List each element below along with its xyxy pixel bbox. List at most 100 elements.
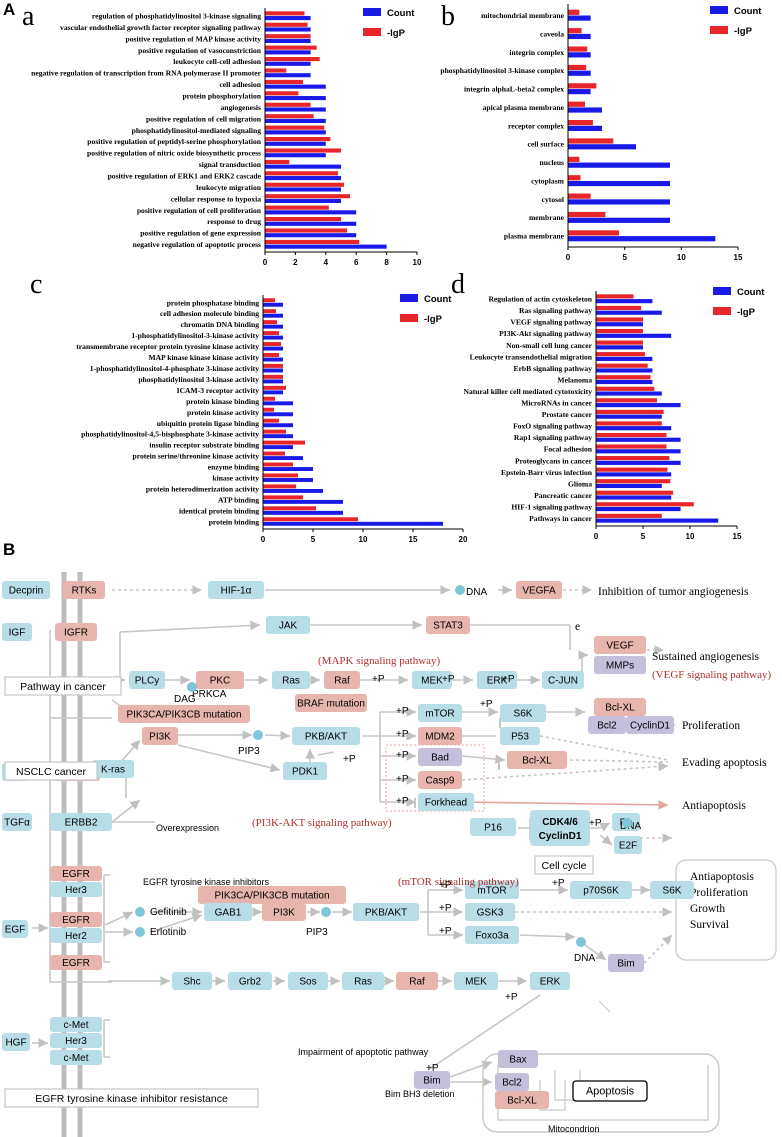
bar-count xyxy=(265,164,341,169)
node-label-e2f: E2F xyxy=(619,841,637,852)
node-erbb2: ERBB2 xyxy=(50,813,112,831)
node-her3a: Her3 xyxy=(50,882,102,897)
category-label: enzyme binding xyxy=(208,463,259,472)
node-igfr: IGFR xyxy=(55,623,97,641)
node-label-bad: Bad xyxy=(431,753,449,764)
bar-count xyxy=(263,379,283,384)
node-label-shc: Shc xyxy=(183,977,200,988)
node-ras1: Ras xyxy=(272,671,310,689)
category-label: apical plasma membrane xyxy=(483,103,565,112)
bar-lgp xyxy=(596,352,645,357)
category-label: ICAM-3 receptor activity xyxy=(177,386,260,395)
label-e: e xyxy=(575,621,580,633)
x-tick-label: 4 xyxy=(324,258,329,267)
legend-count: Count xyxy=(424,294,452,305)
bar-count xyxy=(568,217,670,223)
plus-p: +P xyxy=(343,754,356,765)
node-s6k2: S6K xyxy=(650,881,694,899)
bar-lgp xyxy=(263,462,293,467)
node-box-ras2 xyxy=(342,972,384,990)
bar-count xyxy=(596,299,653,304)
bar-count xyxy=(263,390,283,395)
bar-lgp xyxy=(263,517,358,522)
node-box-mtor1 xyxy=(418,704,462,722)
category-label: positive regulation of gene expression xyxy=(140,229,262,238)
legend-lgp: -lgP xyxy=(734,26,753,37)
bar-count xyxy=(568,33,591,40)
bar-count xyxy=(568,144,636,150)
node-rtks: RTKs xyxy=(63,581,105,599)
node-pik3ca1: PIK3CA/PIK3CB mutation xyxy=(118,705,250,723)
node-box-igf xyxy=(2,623,32,641)
node-pdk1: PDK1 xyxy=(283,762,327,780)
box-nsclc: NSCLC cancer xyxy=(4,761,98,781)
node-box-plcy xyxy=(129,671,165,689)
node-box-decprin xyxy=(2,581,50,599)
node-box-p70s6k xyxy=(570,881,632,899)
node-label-mdm2: MDM2 xyxy=(425,732,455,743)
node-box-gab1 xyxy=(204,903,252,921)
category-label: membrane xyxy=(529,213,565,222)
category-label: cell adhesion xyxy=(219,80,261,89)
node-label-erk2: ERK xyxy=(540,977,561,988)
box-cell_cycle: Cell cycle xyxy=(534,855,594,875)
node-label-rtks: RTKs xyxy=(72,586,97,597)
category-label: phosphatidylinositol-mediated signaling xyxy=(132,126,262,135)
plus-p: +P xyxy=(505,992,518,1003)
bar-count xyxy=(596,426,672,431)
category-label: FoxO signaling pathway xyxy=(513,422,592,431)
node-label-braf: BRAF mutation xyxy=(297,699,365,710)
node-grb2: Grb2 xyxy=(228,972,272,990)
plus-p: +P xyxy=(589,818,602,829)
category-label: kinase activity xyxy=(212,474,259,483)
node-label-forkhead: Forkhead xyxy=(425,798,467,809)
node-label-bclxl2: Bcl-XL xyxy=(522,756,552,767)
plus-p-labels: +P +P +P +P +P +P +P +P +P +P +P +P +P +P +P +P +P xyxy=(343,674,602,1074)
bar-count xyxy=(596,333,672,338)
node-decprin: Decprin xyxy=(2,581,50,599)
node-label-s6k1: S6K xyxy=(514,709,533,720)
bar-lgp xyxy=(265,239,360,244)
bar-count xyxy=(263,434,293,439)
node-label-bcl2b: Bcl2 xyxy=(502,1078,522,1089)
bar-lgp xyxy=(265,102,311,107)
node-box-hgf xyxy=(2,1033,30,1051)
category-label: integrin alphaL-beta2 complex xyxy=(464,85,564,94)
x-tick-label: 6 xyxy=(354,258,359,267)
node-pkbakt1: PKB/AKT xyxy=(292,727,360,745)
node-gab1: GAB1 xyxy=(204,903,252,921)
bar-count xyxy=(265,96,326,101)
node-box-bim1 xyxy=(608,954,644,972)
node-box-s6k2 xyxy=(650,881,694,899)
x-tick-label: 2 xyxy=(293,258,298,267)
node-label-igf: IGF xyxy=(9,628,26,639)
category-label: plasma membrane xyxy=(504,232,565,241)
category-label: Focal adhesion xyxy=(544,445,593,454)
category-label: cellular response to hypoxia xyxy=(171,194,261,203)
node-box-bad xyxy=(418,748,462,766)
node-label-mtor1: mTOR xyxy=(425,709,454,720)
bar-count xyxy=(265,16,311,21)
node-bcl2b: Bcl2 xyxy=(495,1073,529,1091)
category-label: positive regulation of cell proliferatio… xyxy=(137,206,262,215)
node-box-bax xyxy=(498,1050,538,1068)
label-inhibition: Inhibition of tumor angiogenesis xyxy=(598,586,749,598)
node-label-pi3k2: PI3K xyxy=(273,908,295,919)
node-box-egfr3 xyxy=(50,912,102,927)
category-label: response to drug xyxy=(207,217,261,226)
category-label: leukocyte migration xyxy=(196,183,262,192)
node-bad: Bad xyxy=(418,748,462,766)
node-p53: P53 xyxy=(500,727,540,745)
chart-letter: d xyxy=(451,269,465,300)
bar-lgp xyxy=(263,506,316,511)
bar-lgp xyxy=(568,28,582,34)
category-label: protein heterodimerization activity xyxy=(146,484,259,493)
node-pkbakt2: PKB/AKT xyxy=(353,903,419,921)
bar-lgp xyxy=(596,490,674,495)
node-mmps: MMPs xyxy=(594,656,646,674)
node-label-bim2: Bim xyxy=(423,1076,440,1087)
legend-count: Count xyxy=(734,6,762,17)
bar-count xyxy=(568,180,670,187)
bar-count xyxy=(263,357,283,362)
node-box-egf2 xyxy=(2,920,28,938)
